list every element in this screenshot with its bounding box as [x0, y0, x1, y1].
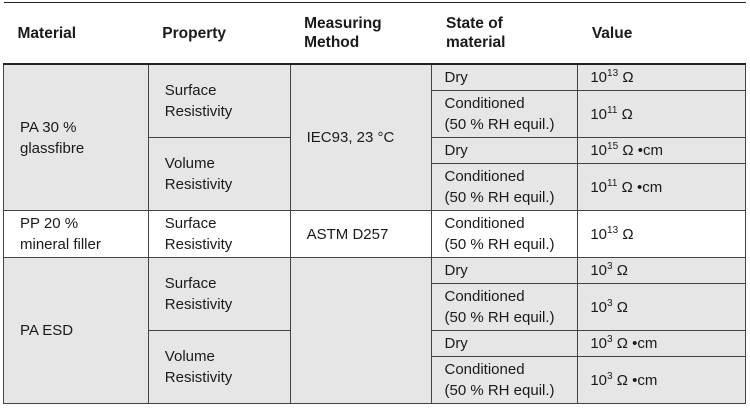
value-exponent: 3	[607, 370, 613, 382]
value-exponent: 3	[607, 334, 613, 345]
state-cell: Dry	[431, 257, 579, 284]
value-base: 10	[590, 262, 608, 279]
value-cell: 1013 Ω	[577, 63, 746, 91]
column-header: Value	[577, 2, 746, 65]
state-cell: Conditioned (50 % RH equil.)	[431, 283, 579, 331]
property-cell: Surface Resistivity	[147, 63, 291, 138]
state-cell: Conditioned (50 % RH equil.)	[431, 90, 579, 138]
value-unit: Ω	[616, 298, 628, 316]
value-exponent: 13	[607, 68, 619, 79]
table-row: Conditioned (50 % RH equil.) 103 Ω •cm	[4, 356, 746, 404]
value-cell: 1011 Ω	[577, 90, 746, 138]
value-unit: Ω •cm	[622, 142, 663, 159]
value-cell: 103 Ω •cm	[577, 356, 746, 404]
value-cell: 1015 Ω •cm	[577, 137, 746, 164]
value-exponent: 15	[607, 141, 619, 152]
value-exponent: 11	[607, 104, 618, 116]
material-cell: PP 20 % mineral filler	[3, 210, 149, 258]
value-unit: Ω	[621, 105, 633, 123]
table-row: PA ESD Surface Resistivity Dry 103 Ω	[3, 257, 746, 404]
table-row: Conditioned (50 % RH equil.) 1011 Ω	[4, 90, 746, 138]
value-exponent: 3	[607, 261, 613, 272]
method-cell: IEC93, 23 °C	[289, 63, 433, 211]
value-unit: Ω •cm	[616, 335, 658, 352]
value-cell: 1013 Ω	[577, 210, 746, 258]
table-body: PA 30 % glassfibre Surface Resistivity IEC…	[3, 63, 746, 404]
property-cell: Surface Resistivity	[147, 257, 291, 331]
state-cell: Conditioned (50 % RH equil.)	[431, 163, 579, 211]
value-base: 10	[590, 178, 608, 196]
method-cell	[289, 257, 433, 404]
value-cell: 103 Ω	[577, 283, 746, 331]
state-cell: Conditioned (50 % RH equil.)	[431, 210, 579, 258]
value-base: 10	[590, 69, 608, 86]
property-cell: Volume Resistivity	[147, 330, 291, 404]
state-cell: Conditioned (50 % RH equil.)	[431, 356, 579, 404]
value-base: 10	[590, 105, 608, 123]
value-cell: 103 Ω •cm	[577, 330, 746, 357]
header-row: Material Property Measuring Method State of…	[3, 2, 746, 65]
value-exponent: 3	[607, 297, 613, 309]
value-base: 10	[590, 371, 608, 389]
value-cell: 1011 Ω •cm	[577, 163, 746, 211]
table-row: Volume Resistivity Dry 1015 Ω •cm	[4, 137, 746, 211]
table-row: PA 30 % glassfibre Surface Resistivity IEC…	[3, 63, 746, 211]
table-row: Conditioned (50 % RH equil.) 103 Ω	[4, 283, 746, 331]
material-cell: PA 30 % glassfibre	[3, 63, 149, 211]
property-cell: Volume Resistivity	[147, 137, 291, 211]
column-header: Property	[148, 2, 291, 65]
column-header: State of material	[431, 2, 578, 65]
column-header: Material	[3, 2, 149, 65]
value-base: 10	[590, 335, 608, 352]
value-unit: Ω	[622, 69, 634, 86]
state-cell: Dry	[431, 330, 579, 357]
value-unit: Ω	[616, 262, 628, 279]
value-unit: Ω •cm	[621, 178, 663, 196]
value-base: 10	[590, 298, 608, 316]
value-base: 10	[590, 225, 608, 243]
resistivity-table: Material Property Measuring Method State of…	[3, 2, 746, 404]
value-base: 10	[590, 142, 608, 159]
method-cell: ASTM D257	[289, 210, 433, 258]
value-unit: Ω	[622, 225, 634, 243]
state-cell: Dry	[431, 63, 579, 91]
state-cell: Dry	[431, 137, 579, 164]
table-row: PP 20 % mineral filler Surface Resistivit…	[3, 210, 746, 258]
column-header: Measuring Method	[290, 2, 432, 65]
value-exponent: 11	[607, 177, 618, 189]
material-cell: PA ESD	[3, 257, 149, 404]
value-exponent: 13	[607, 224, 619, 236]
value-cell: 103 Ω	[577, 257, 746, 284]
property-cell: Surface Resistivity	[147, 210, 291, 258]
value-unit: Ω •cm	[616, 371, 658, 389]
